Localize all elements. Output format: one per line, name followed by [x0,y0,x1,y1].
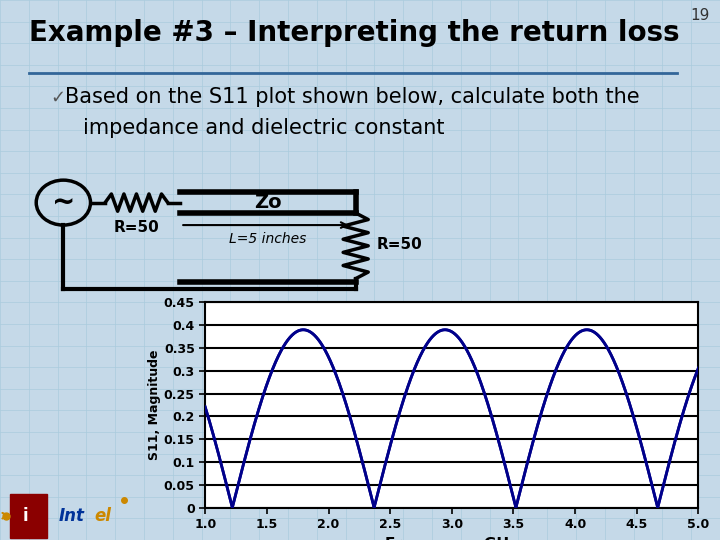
Text: Zo: Zo [254,193,282,212]
Text: impedance and dielectric constant: impedance and dielectric constant [83,118,444,138]
FancyBboxPatch shape [10,494,47,538]
Y-axis label: S11, Magnitude: S11, Magnitude [148,350,161,460]
Text: i: i [22,507,28,525]
Text: Int: Int [59,507,85,525]
Text: ~: ~ [52,188,75,217]
Text: R=50: R=50 [114,220,159,235]
X-axis label: Frequency, GHz: Frequency, GHz [385,537,518,540]
Text: el: el [94,507,112,525]
Text: Example #3 – Interpreting the return loss: Example #3 – Interpreting the return los… [29,19,680,47]
Text: L=5 inches: L=5 inches [229,232,307,246]
Text: R=50: R=50 [377,237,423,252]
Text: Based on the S11 plot shown below, calculate both the: Based on the S11 plot shown below, calcu… [65,87,639,107]
Text: 19: 19 [690,8,709,23]
Text: ✓: ✓ [50,89,66,107]
